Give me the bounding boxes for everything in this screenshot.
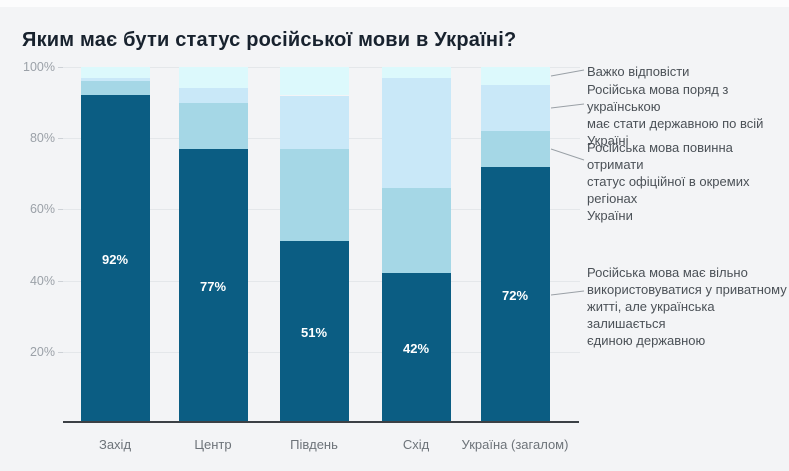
bar-segment[interactable] (381, 67, 451, 78)
bar-segment[interactable] (279, 148, 349, 242)
y-tick-label: 60% (29, 202, 55, 217)
plot-area: 92% 77% 51% 42% 72% (63, 67, 580, 423)
bar-value-label: 42% (402, 341, 430, 357)
bar-segment[interactable] (381, 273, 451, 423)
y-tick-label: 80% (29, 131, 55, 146)
x-tick-label: Україна (загалом) (461, 437, 569, 452)
bar-segment[interactable] (80, 95, 150, 423)
x-tick-label: Схід (402, 437, 430, 452)
y-axis: 100% 80% 60% 40% 20% (0, 60, 55, 423)
bar-segment[interactable] (279, 241, 349, 423)
y-tick-label: 20% (29, 344, 55, 359)
bar-segment[interactable] (279, 95, 349, 149)
y-tick-mark (58, 138, 67, 140)
bar-4: 42% (381, 67, 451, 423)
bar-segment[interactable] (381, 77, 451, 189)
legend-item-state-language-everywhere: Російська мова поряд з українською має с… (587, 82, 764, 148)
x-tick-label: Захід (98, 437, 132, 452)
x-tick-label: Південь (290, 437, 338, 452)
bar-segment[interactable] (480, 166, 550, 423)
legend-item-hard-to-answer: Важко відповісти (587, 64, 690, 79)
bar-segment[interactable] (178, 102, 248, 149)
bar-segment[interactable] (178, 88, 248, 103)
y-tick-mark (58, 351, 67, 353)
bar-1: 92% (80, 67, 150, 423)
bar-segment[interactable] (381, 188, 451, 274)
bar-segment[interactable] (480, 131, 550, 167)
bar-segment[interactable] (480, 84, 550, 132)
bar-segment[interactable] (80, 67, 150, 78)
y-tick-mark (58, 67, 67, 68)
bar-segment[interactable] (480, 67, 550, 85)
bar-5: 72% (480, 67, 550, 423)
bar-value-label: 77% (199, 278, 227, 294)
bar-value-label: 92% (101, 252, 129, 268)
bar-value-label: 72% (501, 287, 529, 303)
x-tick-label: Центр (194, 437, 232, 452)
bar-segment[interactable] (178, 67, 248, 89)
legend-item-official-in-regions: Російська мова повинна отримати статус о… (587, 140, 750, 223)
top-strip-decoration (0, 0, 789, 7)
y-tick-label: 100% (23, 60, 55, 74)
y-tick-mark (58, 280, 67, 282)
y-tick-label: 40% (29, 273, 55, 288)
bar-segment[interactable] (279, 67, 349, 96)
x-axis-line (63, 421, 579, 423)
legend-item-free-in-private-life: Російська мова має вільно використовуват… (587, 265, 787, 348)
bar-2: 77% (178, 67, 248, 423)
bar-3: 51% (279, 67, 349, 423)
chart-title: Яким має бути статус російської мови в У… (22, 29, 517, 52)
y-tick-mark (58, 209, 67, 211)
x-axis-labels: Захід Центр Південь Схід Україна (загалом) (0, 437, 789, 457)
bar-segment[interactable] (80, 77, 150, 82)
bar-value-label: 51% (300, 325, 328, 341)
bar-segment[interactable] (80, 81, 150, 96)
bar-segment[interactable] (178, 148, 248, 423)
